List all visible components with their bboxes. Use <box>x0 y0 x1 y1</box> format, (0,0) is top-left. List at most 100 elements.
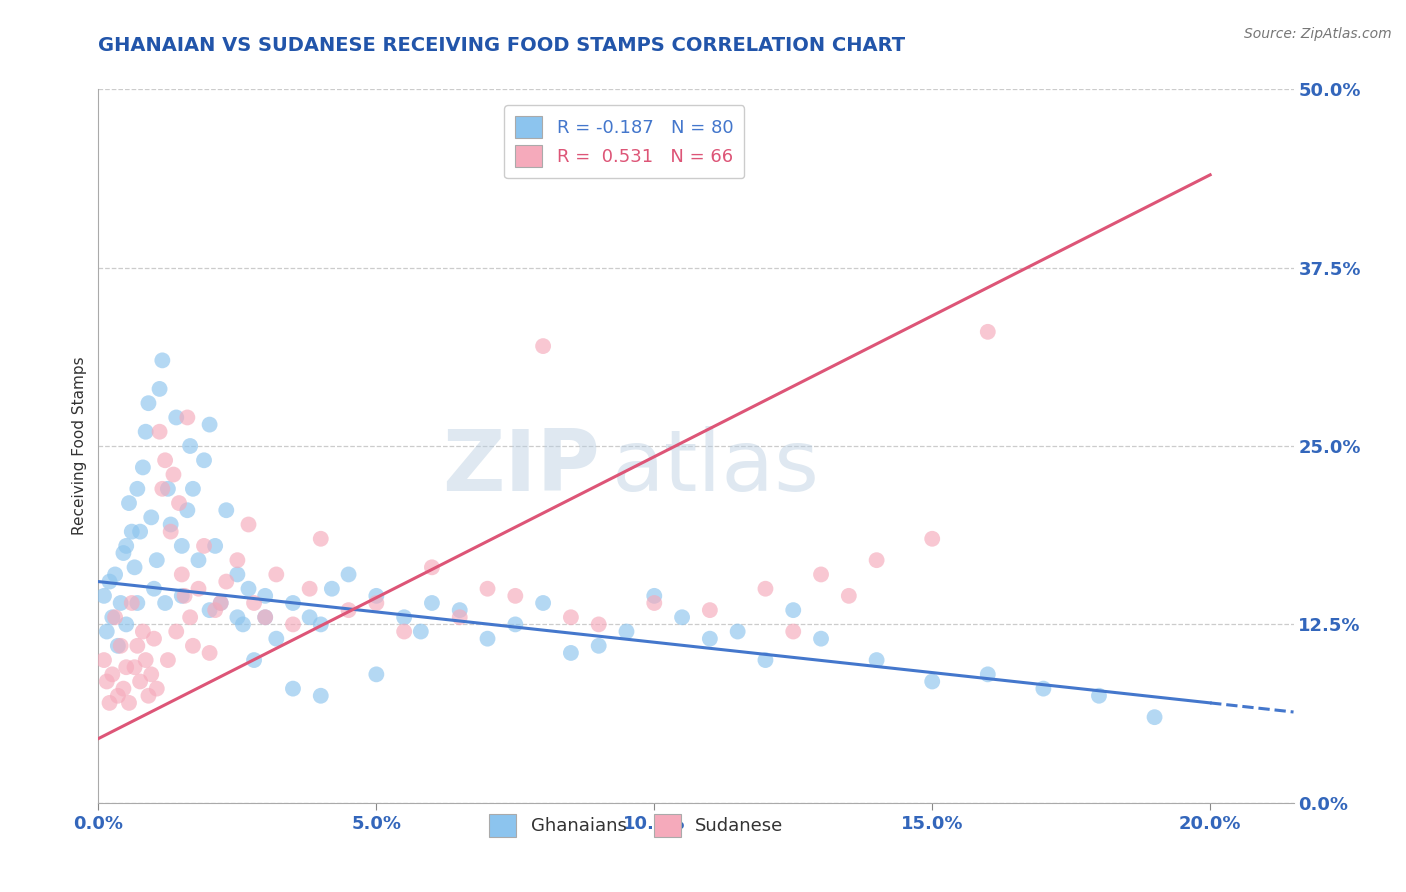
Point <box>98 574 121 589</box>
Point <box>150 353 173 368</box>
Point <box>782 624 804 639</box>
Point <box>254 610 277 624</box>
Point <box>366 589 388 603</box>
Point <box>266 632 288 646</box>
Point <box>754 582 776 596</box>
Point <box>129 674 152 689</box>
Point <box>138 396 160 410</box>
Point <box>298 610 321 624</box>
Point <box>477 632 499 646</box>
Point <box>148 382 170 396</box>
Point <box>616 624 638 639</box>
Point <box>115 539 138 553</box>
Point <box>98 696 121 710</box>
Point <box>124 560 146 574</box>
Point <box>179 439 201 453</box>
Point <box>1032 681 1054 696</box>
Point <box>187 553 209 567</box>
Point <box>148 425 170 439</box>
Point <box>115 660 138 674</box>
Point <box>112 681 135 696</box>
Point <box>754 653 776 667</box>
Point <box>238 517 260 532</box>
Point <box>176 410 198 425</box>
Point <box>101 667 124 681</box>
Point <box>281 617 304 632</box>
Point <box>101 610 124 624</box>
Point <box>243 596 266 610</box>
Point <box>162 467 184 482</box>
Point <box>170 539 193 553</box>
Point <box>156 482 179 496</box>
Point <box>838 589 860 603</box>
Point <box>254 610 277 624</box>
Point <box>643 596 665 610</box>
Point <box>141 510 163 524</box>
Point <box>865 653 887 667</box>
Point <box>153 596 176 610</box>
Point <box>146 553 169 567</box>
Point <box>141 667 163 681</box>
Point <box>243 653 266 667</box>
Point <box>281 681 304 696</box>
Point <box>187 582 209 596</box>
Point <box>699 603 721 617</box>
Point <box>215 574 238 589</box>
Point <box>198 646 221 660</box>
Point <box>254 589 277 603</box>
Point <box>112 546 135 560</box>
Point <box>107 689 129 703</box>
Point <box>150 482 173 496</box>
Point <box>782 603 804 617</box>
Point <box>281 596 304 610</box>
Point <box>727 624 749 639</box>
Point <box>124 660 146 674</box>
Point <box>110 639 132 653</box>
Point <box>204 603 226 617</box>
Point <box>810 567 832 582</box>
Point <box>156 653 179 667</box>
Point <box>209 596 232 610</box>
Point <box>409 624 432 639</box>
Point <box>266 567 288 582</box>
Point <box>176 503 198 517</box>
Point <box>449 603 471 617</box>
Point <box>420 560 443 574</box>
Point <box>392 624 415 639</box>
Point <box>198 603 221 617</box>
Point <box>309 532 332 546</box>
Point <box>921 674 943 689</box>
Point <box>810 632 832 646</box>
Point <box>238 582 260 596</box>
Point <box>366 596 388 610</box>
Point <box>977 325 1000 339</box>
Point <box>505 617 527 632</box>
Point <box>420 596 443 610</box>
Point <box>1088 689 1111 703</box>
Point <box>204 539 226 553</box>
Point <box>392 610 415 624</box>
Point <box>671 610 693 624</box>
Point <box>127 482 149 496</box>
Y-axis label: Receiving Food Stamps: Receiving Food Stamps <box>72 357 87 535</box>
Point <box>977 667 1000 681</box>
Point <box>588 639 610 653</box>
Point <box>232 617 254 632</box>
Point <box>121 596 143 610</box>
Point <box>127 596 149 610</box>
Text: atlas: atlas <box>613 425 820 509</box>
Point <box>309 689 332 703</box>
Point <box>215 503 238 517</box>
Text: GHANAIAN VS SUDANESE RECEIVING FOOD STAMPS CORRELATION CHART: GHANAIAN VS SUDANESE RECEIVING FOOD STAM… <box>98 36 905 54</box>
Point <box>159 517 181 532</box>
Point <box>560 610 582 624</box>
Point <box>173 589 195 603</box>
Point <box>865 553 887 567</box>
Point <box>143 582 166 596</box>
Point <box>118 496 141 510</box>
Point <box>477 582 499 596</box>
Point <box>110 596 132 610</box>
Point <box>121 524 143 539</box>
Point <box>699 632 721 646</box>
Point <box>107 639 129 653</box>
